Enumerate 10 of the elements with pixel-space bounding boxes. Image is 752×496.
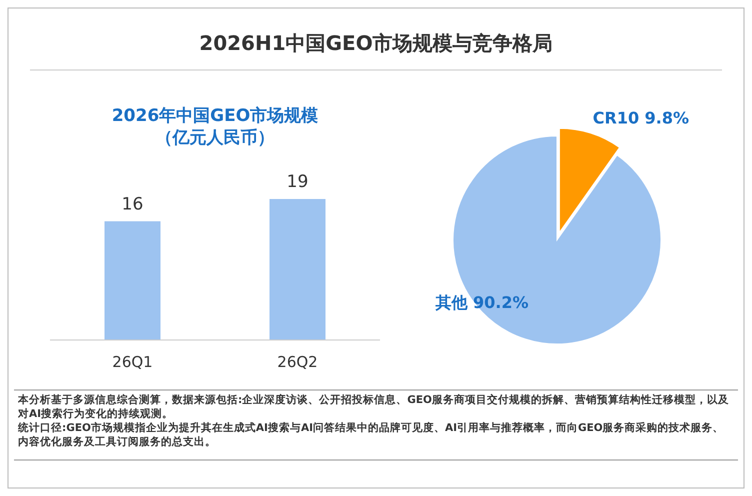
data-label: 19 — [286, 172, 308, 192]
x-tick-label: 26Q2 — [277, 353, 318, 371]
slice-label: CR10 9.8% — [592, 108, 690, 128]
text: 本分析基于多源信息综合测算，数据来源包括:企业深度访谈、公开招投标信息、GEO服务商项目交付规模的拆解、营销预算结构性迁移模型，以及对AI搜索行为变化的持续观测。 — [18, 393, 730, 421]
chart-title: 2026H1中国GEO市场规模与竞争格局 — [199, 31, 553, 55]
chart-subtitle: 2026年中国GEO市场规模（亿元人民币） — [110, 105, 320, 149]
slice-label: 其他 90.2% — [434, 293, 529, 312]
data-label: 16 — [122, 194, 144, 214]
text: 统计口径:GEO市场规模指企业为提升其在生成式AI搜索与AI问答结果中的品牌可见度、AI引用率与推荐概率，而向GEO服务商采购的技术服务、内容优化服务及工具订阅服务的总支出。 — [18, 421, 725, 449]
x-tick-label: 26Q1 — [112, 353, 153, 371]
